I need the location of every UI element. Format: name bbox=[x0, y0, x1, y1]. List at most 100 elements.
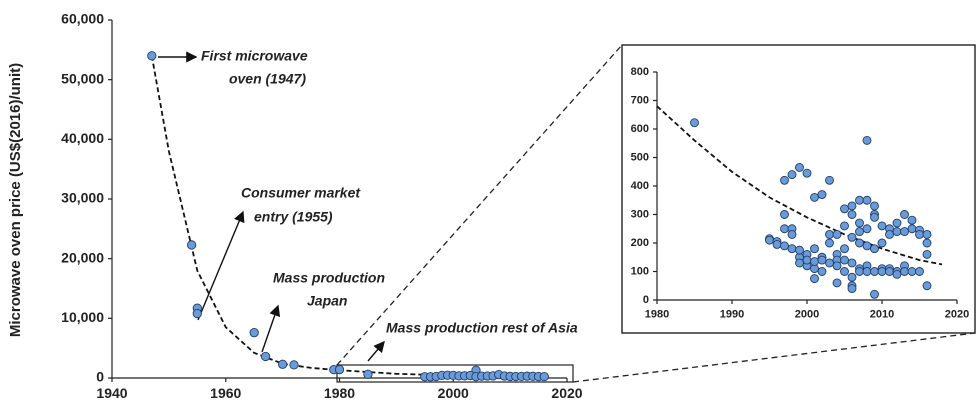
data-point bbox=[870, 289, 879, 299]
data-point bbox=[922, 281, 932, 291]
annotation: Mass production rest of Asia bbox=[386, 320, 578, 336]
data-point bbox=[870, 267, 879, 276]
data-point bbox=[900, 267, 909, 276]
data-point bbox=[780, 175, 789, 185]
data-point bbox=[277, 359, 288, 369]
data-point bbox=[780, 224, 789, 234]
data-point bbox=[862, 195, 872, 205]
data-point bbox=[922, 249, 932, 259]
x-tick-label: 2020 bbox=[551, 385, 582, 401]
data-point bbox=[825, 229, 834, 239]
annotation: Japan bbox=[307, 293, 347, 309]
annotation: First microwave bbox=[201, 48, 308, 64]
x-tick-label: 1960 bbox=[210, 385, 241, 401]
data-point bbox=[832, 261, 842, 271]
y-tick-label: 40,000 bbox=[61, 130, 104, 146]
y-tick-label: 500 bbox=[631, 151, 649, 163]
data-point bbox=[847, 210, 857, 219]
data-point bbox=[847, 201, 857, 211]
y-tick-label: 700 bbox=[631, 94, 649, 106]
data-point bbox=[892, 269, 902, 279]
data-point bbox=[825, 175, 834, 185]
data-point bbox=[847, 232, 857, 242]
data-point bbox=[249, 328, 259, 338]
data-point bbox=[810, 244, 819, 254]
arrow bbox=[197, 210, 245, 321]
x-tick-label: 2010 bbox=[870, 309, 894, 321]
data-point bbox=[870, 212, 879, 222]
y-tick-label: 30,000 bbox=[61, 190, 104, 206]
data-point bbox=[840, 204, 849, 214]
data-point bbox=[900, 210, 909, 219]
data-point bbox=[847, 258, 857, 268]
data-point bbox=[817, 190, 827, 200]
x-tick-label: 2000 bbox=[795, 309, 819, 321]
data-point bbox=[825, 258, 834, 268]
connector bbox=[336, 44, 623, 366]
data-point bbox=[855, 218, 864, 228]
data-point bbox=[810, 257, 819, 266]
arrow bbox=[261, 304, 281, 353]
y-tick-label: 100 bbox=[631, 265, 649, 277]
y-tick-label: 0 bbox=[643, 294, 649, 306]
data-point bbox=[795, 245, 804, 255]
data-point bbox=[690, 118, 699, 128]
data-point bbox=[907, 267, 917, 276]
data-point bbox=[892, 227, 902, 237]
data-point bbox=[787, 229, 797, 239]
data-point bbox=[870, 201, 879, 211]
data-point bbox=[334, 364, 345, 375]
x-tick-label: 1980 bbox=[645, 309, 669, 321]
arrow bbox=[367, 340, 385, 362]
data-point bbox=[795, 163, 804, 172]
data-point bbox=[847, 272, 857, 282]
data-point bbox=[787, 170, 797, 180]
data-point bbox=[862, 267, 872, 276]
inset-frame bbox=[621, 44, 976, 334]
y-tick-label: 300 bbox=[631, 208, 649, 220]
x-tick-label: 1980 bbox=[324, 385, 355, 401]
x-tick-label: 2000 bbox=[438, 385, 469, 401]
y-tick-label: 20,000 bbox=[61, 249, 104, 265]
data-point bbox=[840, 267, 849, 276]
data-point bbox=[363, 369, 373, 379]
x-tick-label: 2020 bbox=[945, 309, 969, 321]
data-point bbox=[877, 221, 887, 231]
fit-curve bbox=[656, 105, 943, 266]
data-point bbox=[900, 227, 909, 237]
data-point bbox=[840, 221, 849, 231]
data-point bbox=[907, 215, 917, 225]
data-point bbox=[855, 227, 864, 237]
data-point bbox=[780, 210, 789, 219]
y-tick-label: 10,000 bbox=[61, 309, 104, 325]
data-point bbox=[877, 238, 887, 248]
annotation: entry (1955) bbox=[254, 209, 333, 225]
data-point bbox=[855, 195, 864, 205]
y-tick-label: 800 bbox=[631, 66, 649, 78]
y-tick-label: 50,000 bbox=[61, 70, 104, 86]
data-point bbox=[862, 135, 872, 145]
data-point bbox=[810, 274, 819, 284]
connector bbox=[572, 332, 976, 383]
data-point bbox=[802, 168, 812, 178]
annotation: Mass production bbox=[273, 270, 385, 286]
data-point bbox=[922, 229, 932, 239]
x-tick-label: 1990 bbox=[720, 309, 744, 321]
data-point bbox=[795, 258, 804, 268]
y-tick-label: 0 bbox=[96, 369, 104, 385]
x-tick-label: 1940 bbox=[96, 385, 127, 401]
data-point bbox=[260, 351, 271, 362]
data-point bbox=[539, 371, 549, 382]
data-point bbox=[802, 255, 812, 265]
data-point bbox=[147, 51, 157, 61]
data-point bbox=[817, 255, 827, 265]
data-point bbox=[907, 224, 917, 234]
data-point bbox=[772, 239, 782, 249]
data-point bbox=[832, 229, 842, 239]
data-point bbox=[186, 240, 197, 250]
data-point bbox=[192, 308, 202, 319]
data-point bbox=[892, 218, 902, 228]
y-axis-label: Microwave oven price (US$(2016)/unit) bbox=[7, 63, 24, 337]
data-point bbox=[840, 255, 849, 265]
